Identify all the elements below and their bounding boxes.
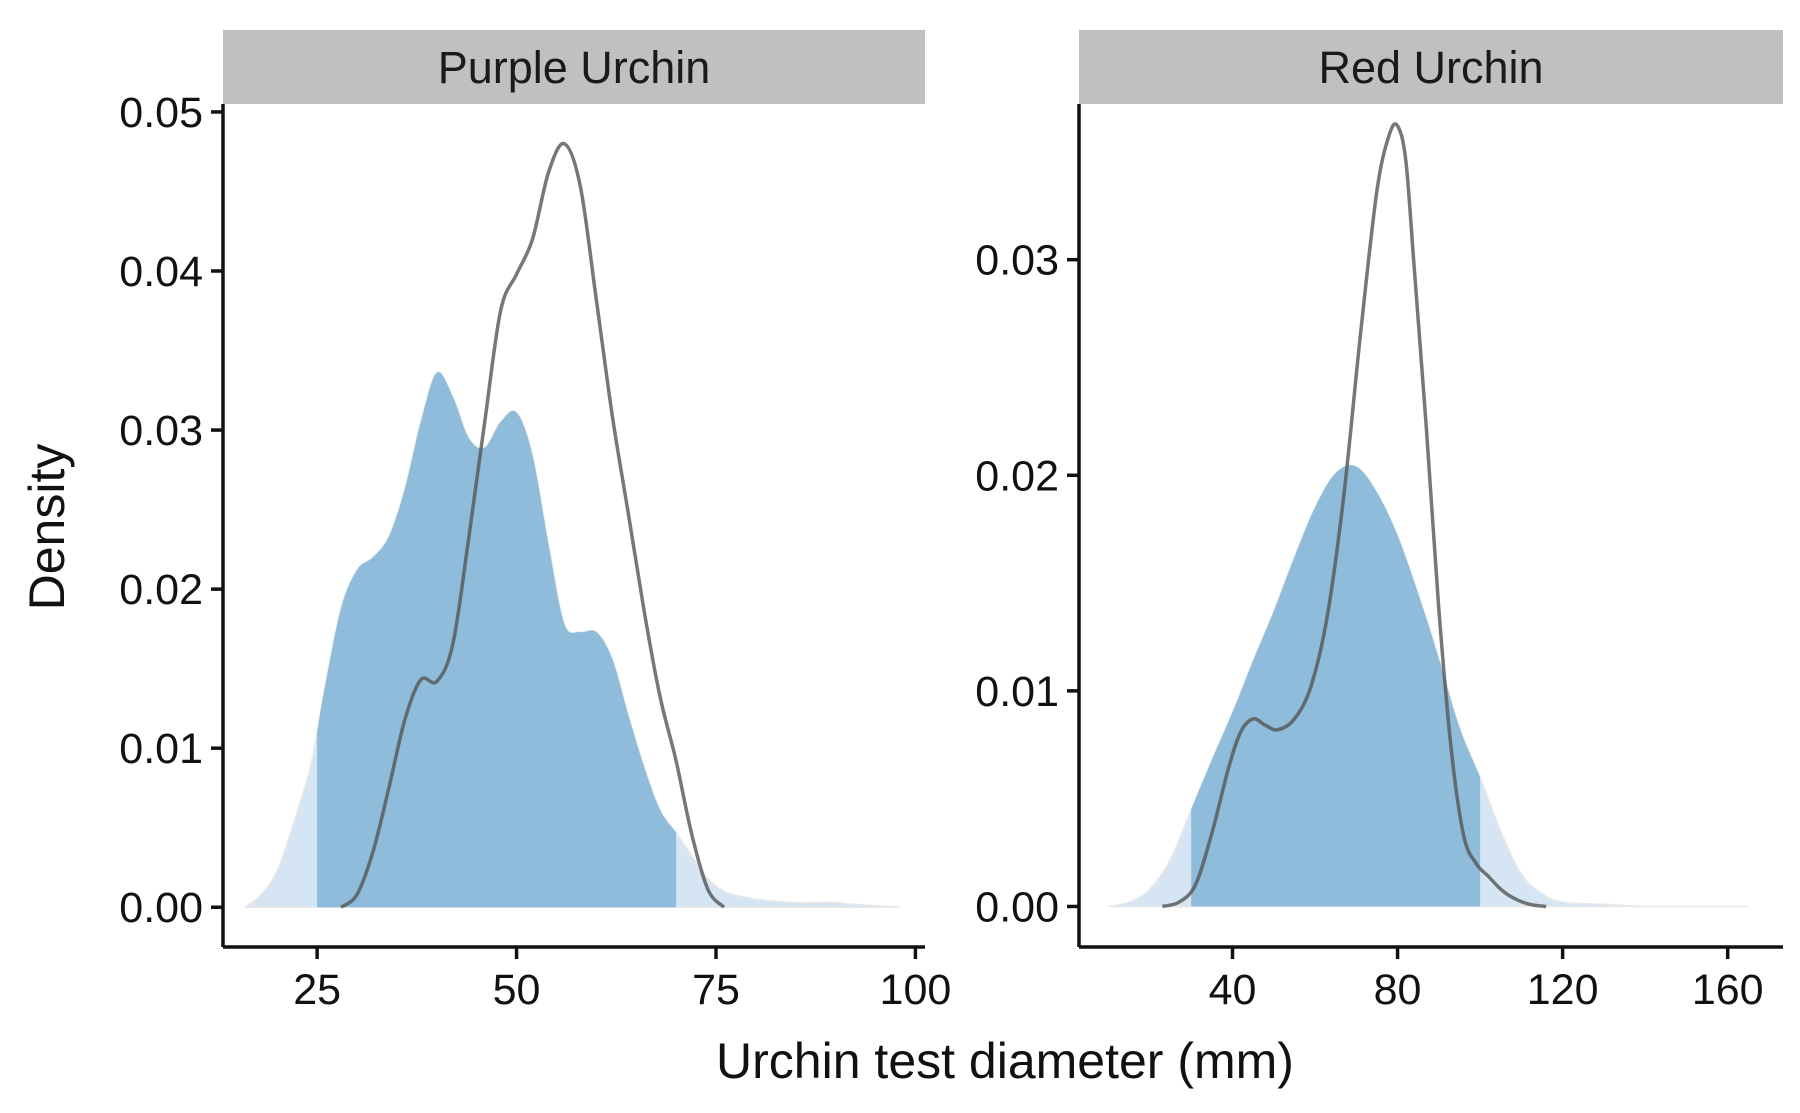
x-tick-label: 160 (1692, 966, 1764, 1014)
density-area-highlight (1191, 465, 1481, 907)
facet-panels: Purple Urchin 0.00 0.01 0.02 0.03 0.04 0.05 25 5… (119, 30, 1783, 1014)
y-tick-label: 0.00 (119, 884, 203, 932)
y-tick-label: 0.01 (119, 725, 203, 773)
facet-title: Red Urchin (1318, 42, 1543, 93)
y-axis-title: Density (19, 444, 75, 611)
y-tick-label: 0.01 (975, 668, 1059, 716)
facet-panel: Purple Urchin 0.00 0.01 0.02 0.03 0.04 0.05 25 5… (119, 30, 951, 1014)
y-tick-label: 0.04 (119, 248, 203, 296)
facet-strip (223, 30, 925, 104)
y-tick-label: 0.05 (119, 89, 203, 137)
x-tick-label: 40 (1209, 966, 1257, 1014)
y-tick-label: 0.02 (119, 566, 203, 614)
density-line (1161, 122, 1547, 909)
x-tick-label: 120 (1527, 966, 1599, 1014)
facet-strip (1079, 30, 1783, 104)
x-tick-label: 80 (1374, 966, 1422, 1014)
density-area-highlight (317, 372, 677, 908)
facet-title: Purple Urchin (438, 42, 711, 93)
y-tick-label: 0.03 (119, 407, 203, 455)
x-axis-title: Urchin test diameter (mm) (716, 1033, 1294, 1089)
y-tick-label: 0.03 (975, 237, 1059, 285)
x-tick-label: 100 (880, 966, 952, 1014)
x-tick-label: 25 (293, 966, 341, 1014)
y-tick-label: 0.02 (975, 452, 1059, 500)
facet-panel: Red Urchin 0.00 0.01 0.02 0.03 40 80 120 160 (975, 30, 1783, 1014)
x-tick-label: 50 (493, 966, 541, 1014)
y-tick-label: 0.00 (975, 883, 1059, 931)
x-tick-label: 75 (692, 966, 740, 1014)
density-line (340, 141, 726, 909)
